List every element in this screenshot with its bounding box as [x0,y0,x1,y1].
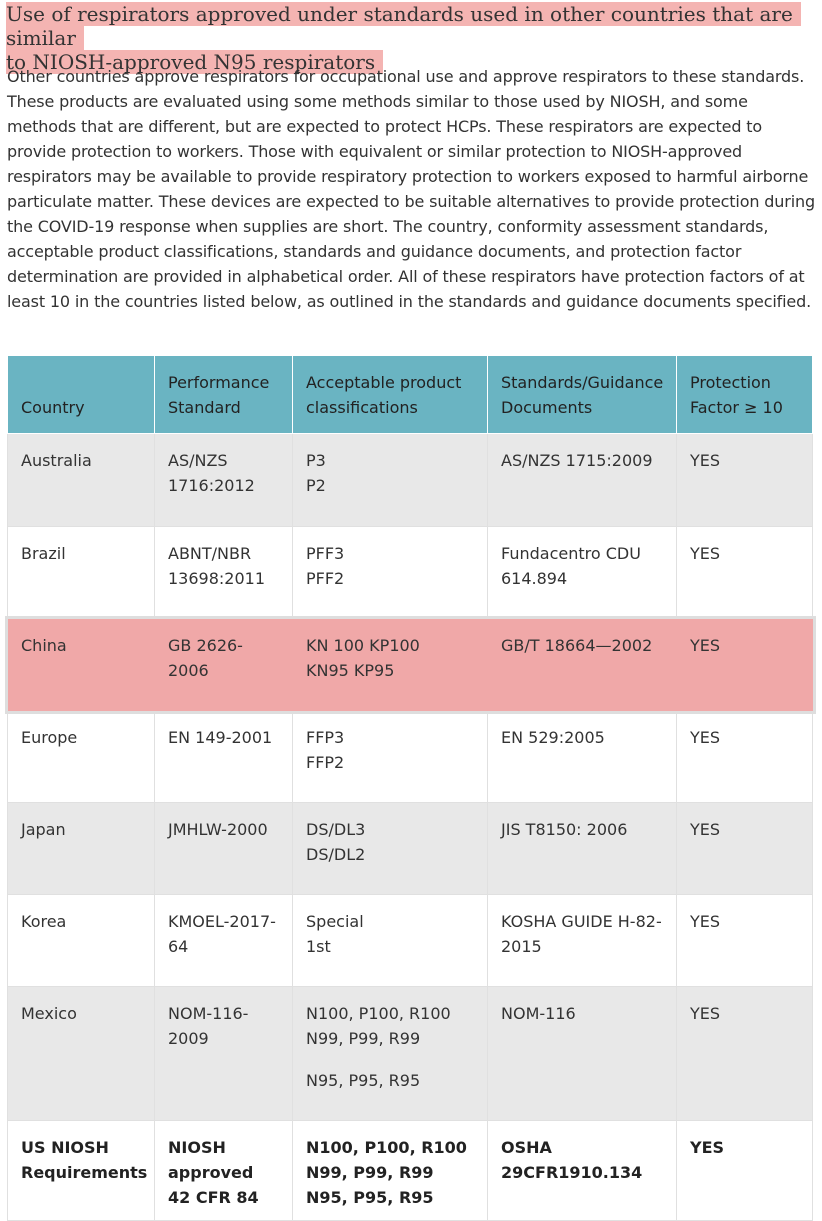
table-row-japan: Japan JMHLW-2000 DS/DL3 DS/DL2 JIS T8150:… [7,802,813,895]
cell-classes: PFF3 PFF2 [292,526,488,619]
class-item: FFP2 [306,753,345,772]
class-item: N100, P100, R100 [306,1004,451,1023]
cell-country: Brazil [7,526,155,619]
section-heading: Use of respirators approved under standa… [6,2,806,74]
cell-docs: NOM-116 [487,986,677,1121]
cell-protection-factor: YES [676,802,813,895]
cell-classes: N100, P100, R100 N99, P99, R99 N95, P95, R… [292,986,488,1121]
cell-classes: P3 P2 [292,433,488,527]
class-item: PFF3 [306,544,345,563]
heading-line-1: Use of respirators approved under standa… [6,2,801,50]
class-item: N95, P95, R95 [306,1188,434,1207]
table-row-mexico: Mexico NOM-116-2009 N100, P100, R100 N99,… [7,986,813,1121]
cell-docs: KOSHA GUIDE H-82-2015 [487,894,677,987]
cell-protection-factor: YES [676,433,813,527]
cell-classes: FFP3 FFP2 [292,710,488,803]
table-row-china-highlighted: China GB 2626-2006 KN 100 KP100 KN95 KP95… [4,615,816,714]
cell-standard: JMHLW-2000 [154,802,293,895]
cell-protection-factor: YES [676,894,813,987]
cell-standard: NOM-116-2009 [154,986,293,1121]
table-row-australia: Australia AS/NZS 1716:2012 P3 P2 AS/NZS 1… [7,433,813,527]
cell-country: Japan [7,802,155,895]
class-item: 1st [306,937,331,956]
class-item: KN95 KP95 [306,661,395,680]
class-item: P2 [306,476,326,495]
cell-country: China [7,618,155,711]
cell-country: Korea [7,894,155,987]
cell-standard: EN 149-2001 [154,710,293,803]
cell-docs: Fundacentro CDU 614.894 [487,526,677,619]
cell-docs: JIS T8150: 2006 [487,802,677,895]
class-item: N99, P99, R99 [306,1029,421,1048]
header-guidance-documents: Standards/Guidance Documents [487,355,677,434]
cell-country: Australia [7,433,155,527]
cell-docs: OSHA 29CFR1910.134 [487,1120,677,1221]
table-row-brazil: Brazil ABNT/NBR 13698:2011 PFF3 PFF2 Fund… [7,526,813,619]
cell-standard: NIOSH approved 42 CFR 84 [154,1120,293,1221]
class-item: P3 [306,451,326,470]
intro-paragraph: Other countries approve respirators for … [7,67,815,311]
class-item: FFP3 [306,728,345,747]
cell-classes: DS/DL3 DS/DL2 [292,802,488,895]
cell-protection-factor: YES [676,986,813,1121]
cell-protection-factor: YES [676,618,813,711]
header-performance-standard: Performance Standard [154,355,293,434]
table-row-europe: Europe EN 149-2001 FFP3 FFP2 EN 529:2005 … [7,710,813,803]
class-item: DS/DL3 [306,820,366,839]
class-item: N95, P95, R95 [306,1071,421,1090]
class-item: N100, P100, R100 [306,1138,467,1157]
class-item: DS/DL2 [306,845,366,864]
class-item: KN 100 KP100 [306,636,420,655]
header-protection-factor: Protection Factor ≥ 10 [676,355,813,434]
cell-standard: GB 2626-2006 [154,618,293,711]
class-item: PFF2 [306,569,345,588]
class-item: N99, P99, R99 [306,1163,434,1182]
cell-standard: AS/NZS 1716:2012 [154,433,293,527]
cell-docs: EN 529:2005 [487,710,677,803]
cell-classes: KN 100 KP100 KN95 KP95 [292,618,488,711]
cell-docs: AS/NZS 1715:2009 [487,433,677,527]
heading-line-2: to NIOSH-approved N95 respirators [6,50,384,74]
cell-standard: ABNT/NBR 13698:2011 [154,526,293,619]
table-row-korea: Korea KMOEL-2017-64 Special 1st KOSHA GUI… [7,894,813,987]
header-country: Country [7,355,155,434]
cell-standard: KMOEL-2017-64 [154,894,293,987]
header-product-classifications: Acceptable product classifications [292,355,488,434]
cell-country: US NIOSH Requirements [7,1120,155,1221]
cell-classes: N100, P100, R100 N99, P99, R99 N95, P95, R… [292,1120,488,1221]
cell-country: Europe [7,710,155,803]
class-item: Special [306,912,364,931]
cell-classes: Special 1st [292,894,488,987]
respirator-standards-table: Country Performance Standard Acceptable … [4,355,816,1221]
cell-protection-factor: YES [676,710,813,803]
table-row-us-niosh: US NIOSH Requirements NIOSH approved 42 … [7,1120,813,1221]
cell-protection-factor: YES [676,1120,813,1221]
cell-docs: GB/T 18664—2002 [487,618,677,711]
table-header-row: Country Performance Standard Acceptable … [7,355,813,434]
cell-protection-factor: YES [676,526,813,619]
cell-country: Mexico [7,986,155,1121]
